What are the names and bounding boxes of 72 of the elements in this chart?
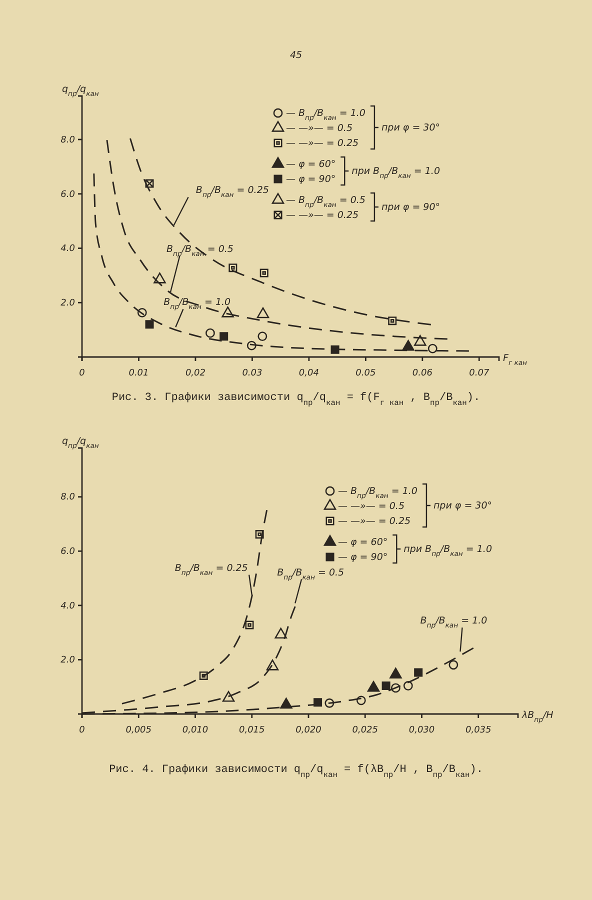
x-tick-label: 0.07: [469, 368, 490, 379]
y-tick-label: 4.0: [60, 601, 76, 612]
x-tick-label: 0: [79, 726, 86, 736]
point: [448, 660, 458, 670]
y-axis-title: q$_{пр}$/q$_{кан}$: [62, 436, 100, 450]
point: [414, 335, 426, 346]
annotation: при B$_{пр}$/B$_{кан}$ = 1.0: [404, 544, 492, 558]
x-tick-label: 0: [79, 368, 86, 379]
x-tick-label: 0,015: [238, 726, 266, 736]
legend-label: — —»— = 0.25: [286, 210, 359, 221]
annotation: B$_{пр}$/B$_{кан}$ = 0.25: [174, 562, 248, 577]
legend-label: — —»— = 0.5: [286, 123, 352, 134]
legend-label: — —»— = 0.5: [338, 501, 404, 512]
point: [222, 691, 235, 702]
legend-label: — —»— = 0.25: [338, 516, 411, 527]
point: [382, 682, 390, 690]
annotation: при B$_{пр}$/B$_{кан}$ = 1.0: [352, 166, 440, 180]
y-tick-label: 8.0: [60, 492, 76, 503]
x-tick-label: 0,005: [126, 726, 152, 736]
x-tick-label: 0.05: [356, 368, 376, 379]
x-tick-label: 0,020: [296, 726, 322, 736]
annotation: при φ = 30°: [433, 500, 492, 512]
point: [414, 668, 423, 677]
x-tick-label: 0.06: [412, 368, 433, 379]
point: [402, 340, 414, 351]
y-tick-label: 6.0: [60, 190, 76, 200]
y-tick-label: 4.0: [60, 244, 76, 254]
x-tick-label: 0,025: [352, 726, 378, 736]
x-axis-title: F$_{г кан}$: [503, 353, 528, 367]
annotation: B$_{пр}$/B$_{кан}$ = 0.5: [277, 567, 344, 582]
point: [256, 307, 270, 318]
y-axis-title: q$_{пр}$/q$_{кан}$: [62, 84, 100, 98]
y-tick-label: 2.0: [60, 298, 76, 309]
annotation: B$_{пр}$/B$_{кан}$ = 0.25: [196, 185, 269, 200]
legend-label: — —»— = 0.25: [286, 138, 359, 149]
line-series: [121, 509, 268, 704]
point: [280, 698, 292, 709]
chart-title: Рис. 4. Графики зависимости q$_{пр}$/q$_{кан}$ = f(λB$_{пр}$/H , B$_{пр}$/B$_{кан}$).: [109, 764, 483, 780]
x-axis-title: λB$_{пр}$/H: [521, 710, 554, 724]
x-tick-label: 0,04: [298, 368, 320, 379]
chart-title: Рис. 3. Графики зависимости q$_{пр}$/q$_{кан}$ = f(F$_{г кан}$ , B$_{пр}$/B$_{кан}$).: [112, 392, 480, 408]
annotation: B$_{пр}$/B$_{кан}$ = 1.0: [164, 297, 231, 312]
point: [258, 332, 268, 342]
legend-label: — B$_{пр}$/B$_{кан}$ = 0.5: [286, 195, 366, 209]
point: [403, 681, 413, 690]
legend-label: — φ = 60°: [286, 159, 336, 170]
y-tick-label: 2.0: [60, 656, 76, 666]
point: [206, 328, 215, 338]
annotation: при φ = 90°: [381, 202, 440, 213]
legend-label: — φ = 90°: [286, 174, 336, 185]
x-tick-label: 0,010: [182, 726, 208, 736]
y-tick-label: 8.0: [60, 135, 76, 146]
point: [367, 680, 380, 692]
point: [220, 332, 228, 341]
legend-label: — B$_{пр}$/B$_{кан}$ = 1.0: [338, 486, 418, 500]
text: 45: [290, 50, 302, 61]
y-tick-label: 6.0: [60, 547, 76, 558]
annotation: B$_{пр}$/B$_{кан}$ = 0.5: [166, 244, 234, 258]
annotation: при φ = 30°: [381, 122, 440, 134]
x-tick-label: 0,030: [408, 726, 435, 736]
legend-label: — φ = 60°: [338, 537, 388, 548]
x-tick-label: 0.01: [128, 368, 149, 379]
annotation: B$_{пр}$/B$_{кан}$ = 1.0: [420, 616, 488, 630]
point: [428, 344, 438, 354]
point: [390, 668, 402, 678]
x-tick-label: 0,02: [185, 368, 206, 379]
x-tick-label: 0,035: [465, 726, 492, 736]
point: [145, 320, 154, 329]
x-tick-label: 0.03: [242, 368, 262, 379]
point: [274, 628, 287, 639]
legend-label: — φ = 90°: [338, 552, 388, 563]
legend-label: — B$_{пр}$/B$_{кан}$ = 1.0: [286, 108, 366, 122]
